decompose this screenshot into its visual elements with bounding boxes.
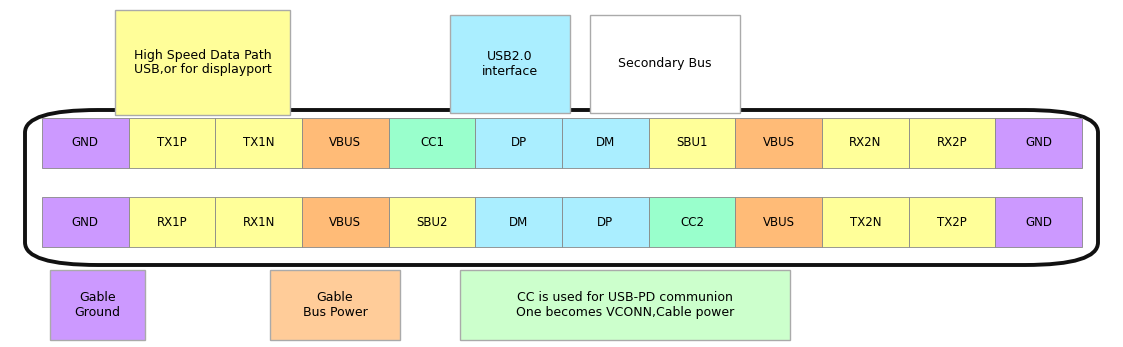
Text: VBUS: VBUS (329, 215, 362, 229)
Text: GND: GND (1025, 136, 1052, 150)
Text: RX2P: RX2P (937, 136, 967, 150)
FancyBboxPatch shape (389, 118, 475, 168)
FancyBboxPatch shape (42, 197, 129, 247)
Text: CC is used for USB-PD communion
One becomes VCONN,Cable power: CC is used for USB-PD communion One beco… (515, 291, 734, 319)
Text: SBU1: SBU1 (676, 136, 707, 150)
FancyBboxPatch shape (302, 197, 389, 247)
FancyBboxPatch shape (460, 270, 789, 340)
FancyBboxPatch shape (389, 197, 475, 247)
Text: TX1N: TX1N (243, 136, 274, 150)
FancyBboxPatch shape (42, 118, 129, 168)
FancyBboxPatch shape (822, 197, 909, 247)
FancyBboxPatch shape (129, 197, 216, 247)
FancyBboxPatch shape (475, 118, 562, 168)
FancyBboxPatch shape (562, 118, 649, 168)
Text: CC2: CC2 (681, 215, 704, 229)
FancyBboxPatch shape (270, 270, 400, 340)
FancyBboxPatch shape (216, 197, 302, 247)
Text: DM: DM (595, 136, 615, 150)
Text: DP: DP (597, 215, 613, 229)
Text: GND: GND (72, 136, 99, 150)
FancyBboxPatch shape (216, 118, 302, 168)
FancyBboxPatch shape (822, 118, 909, 168)
Text: TX2N: TX2N (850, 215, 882, 229)
FancyBboxPatch shape (562, 197, 649, 247)
Text: VBUS: VBUS (763, 215, 795, 229)
Text: Gable
Ground: Gable Ground (74, 291, 120, 319)
Text: CC1: CC1 (420, 136, 444, 150)
Text: SBU2: SBU2 (417, 215, 448, 229)
Text: RX2N: RX2N (849, 136, 882, 150)
FancyBboxPatch shape (25, 110, 1098, 265)
Text: USB2.0
interface: USB2.0 interface (482, 50, 538, 78)
FancyBboxPatch shape (302, 118, 389, 168)
Text: TX1P: TX1P (157, 136, 186, 150)
Text: DP: DP (511, 136, 527, 150)
FancyBboxPatch shape (995, 197, 1081, 247)
Text: DM: DM (509, 215, 528, 229)
Text: Secondary Bus: Secondary Bus (619, 58, 712, 70)
FancyBboxPatch shape (450, 15, 570, 113)
Text: VBUS: VBUS (763, 136, 795, 150)
Text: RX1N: RX1N (243, 215, 275, 229)
FancyBboxPatch shape (736, 118, 822, 168)
FancyBboxPatch shape (129, 118, 216, 168)
Text: GND: GND (1025, 215, 1052, 229)
Text: TX2P: TX2P (937, 215, 967, 229)
Text: VBUS: VBUS (329, 136, 362, 150)
Text: GND: GND (72, 215, 99, 229)
FancyBboxPatch shape (649, 118, 736, 168)
FancyBboxPatch shape (649, 197, 736, 247)
FancyBboxPatch shape (51, 270, 145, 340)
FancyBboxPatch shape (909, 118, 995, 168)
Text: Gable
Bus Power: Gable Bus Power (302, 291, 367, 319)
FancyBboxPatch shape (909, 197, 995, 247)
FancyBboxPatch shape (590, 15, 740, 113)
FancyBboxPatch shape (115, 10, 290, 115)
Text: High Speed Data Path
USB,or for displayport: High Speed Data Path USB,or for displayp… (134, 49, 272, 76)
FancyBboxPatch shape (995, 118, 1081, 168)
Text: RX1P: RX1P (157, 215, 188, 229)
FancyBboxPatch shape (475, 197, 562, 247)
FancyBboxPatch shape (736, 197, 822, 247)
